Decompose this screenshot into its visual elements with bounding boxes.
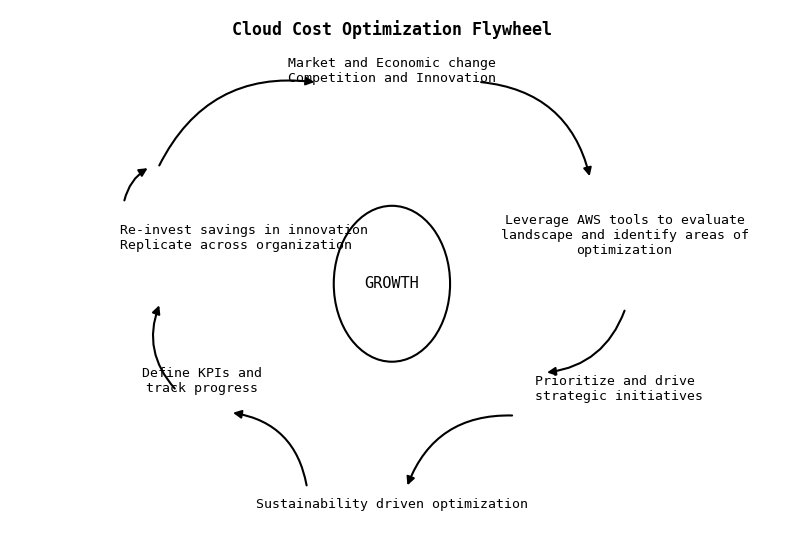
FancyArrowPatch shape: [235, 411, 307, 485]
FancyArrowPatch shape: [549, 311, 625, 375]
FancyArrowPatch shape: [160, 78, 312, 165]
Text: Sustainability driven optimization: Sustainability driven optimization: [256, 498, 528, 511]
Text: Market and Economic change
Competition and Innovation: Market and Economic change Competition a…: [288, 57, 496, 85]
Text: Define KPIs and
track progress: Define KPIs and track progress: [142, 366, 262, 395]
FancyArrowPatch shape: [124, 169, 145, 200]
Text: GROWTH: GROWTH: [365, 276, 419, 291]
Text: Cloud Cost Optimization Flywheel: Cloud Cost Optimization Flywheel: [232, 20, 552, 39]
FancyArrowPatch shape: [481, 82, 591, 174]
FancyArrowPatch shape: [408, 416, 512, 483]
Text: Re-invest savings in innovation
Replicate across organization: Re-invest savings in innovation Replicat…: [120, 224, 369, 252]
FancyArrowPatch shape: [153, 307, 174, 389]
Text: Prioritize and drive
strategic initiatives: Prioritize and drive strategic initiativ…: [535, 375, 703, 402]
Text: Leverage AWS tools to evaluate
landscape and identify areas of
optimization: Leverage AWS tools to evaluate landscape…: [501, 214, 748, 257]
